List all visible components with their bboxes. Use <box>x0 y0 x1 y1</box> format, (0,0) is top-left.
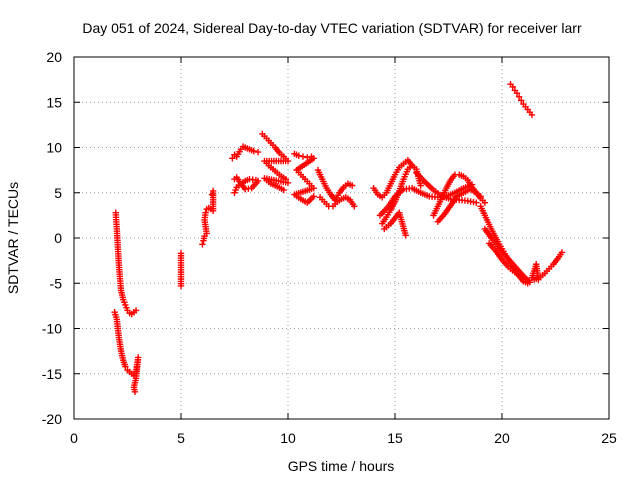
data-point-marker <box>254 148 262 156</box>
data-point-marker <box>177 282 185 290</box>
data-point-marker <box>202 209 209 216</box>
data-point-marker <box>402 232 409 239</box>
data-point-marker <box>526 279 534 286</box>
data-point-marker <box>199 241 206 248</box>
data-points <box>111 80 566 396</box>
plot-frame <box>73 56 610 420</box>
data-point-marker <box>351 203 358 210</box>
data-point-marker <box>477 193 484 200</box>
y-tick-label: 15 <box>46 94 62 110</box>
grid <box>74 57 609 419</box>
data-point-marker <box>304 154 311 161</box>
y-axis-label: SDTVAR / TECUs <box>5 182 21 294</box>
data-point-marker <box>122 363 129 370</box>
data-point-marker <box>518 97 525 104</box>
x-tick-label: 0 <box>70 430 78 446</box>
chart-title: Day 051 of 2024, Sidereal Day-to-day VTE… <box>82 20 582 36</box>
y-tick-label: -5 <box>50 275 63 291</box>
data-point-marker <box>131 388 139 396</box>
data-point-marker <box>513 90 521 97</box>
data-point-marker <box>132 307 140 314</box>
data-point-marker <box>535 276 542 283</box>
y-tick-label: -20 <box>42 411 62 427</box>
data-point-marker <box>349 182 356 189</box>
data-point-marker <box>417 182 424 189</box>
axis-ticks: 0 5 10 15 20 25 -20 -15 -10 -5 0 5 10 15 20 <box>42 49 617 446</box>
x-tick-label: 25 <box>601 430 617 446</box>
data-point-marker <box>528 111 536 119</box>
data-point-marker <box>558 249 566 256</box>
y-tick-label: -10 <box>42 321 62 337</box>
data-point-marker <box>509 83 516 91</box>
data-point-marker <box>280 186 287 194</box>
data-point-marker <box>209 187 217 195</box>
x-tick-label: 5 <box>177 430 185 446</box>
data-point-marker <box>515 93 523 101</box>
data-point-marker <box>481 199 489 206</box>
x-axis-label: GPS time / hours <box>288 458 395 474</box>
data-point-marker <box>295 152 302 159</box>
data-point-marker <box>511 269 519 276</box>
data-point-marker <box>250 147 257 155</box>
y-tick-label: -15 <box>42 366 62 382</box>
data-point-marker <box>473 199 480 206</box>
y-tick-label: 5 <box>54 185 62 201</box>
data-point-marker <box>229 155 236 162</box>
y-tick-label: 0 <box>54 230 62 246</box>
data-point-marker <box>208 191 216 198</box>
data-point-marker <box>299 153 307 160</box>
x-tick-label: 10 <box>280 430 296 446</box>
x-tick-label: 15 <box>387 430 403 446</box>
data-point-marker <box>254 177 262 185</box>
data-point-marker <box>310 193 317 200</box>
y-tick-label: 10 <box>46 140 62 156</box>
x-tick-label: 20 <box>494 430 510 446</box>
y-tick-label: 20 <box>46 49 62 65</box>
